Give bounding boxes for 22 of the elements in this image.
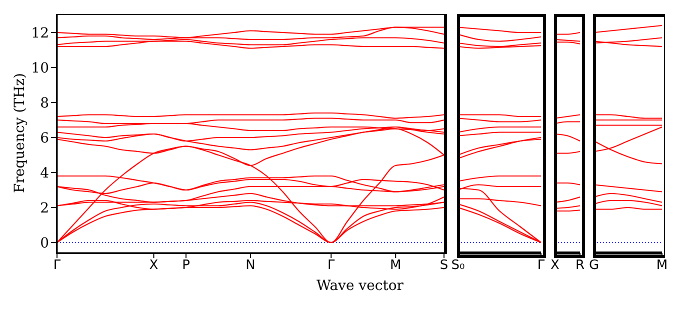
y-tick-label: 2 — [40, 200, 49, 216]
x-tick-label: S — [440, 258, 448, 274]
x-tick-label: P — [182, 258, 190, 274]
x-tick-label: X — [149, 258, 158, 274]
x-tick-label: N — [246, 258, 256, 274]
x-axis-title: Wave vector — [316, 278, 404, 294]
x-tick-label: R — [575, 258, 585, 274]
y-tick-label: 0 — [40, 235, 49, 252]
x-tick-label: Γ — [537, 258, 546, 274]
x-tick-label: M — [656, 258, 668, 274]
x-tick-label: X — [550, 258, 560, 274]
y-axis-title: Frequency (THz) — [12, 72, 28, 196]
y-tick-label: 6 — [40, 130, 50, 146]
y-tick-label: 10 — [31, 60, 49, 76]
y-tick-label: 12 — [31, 25, 49, 42]
x-tick-label: M — [390, 258, 402, 274]
y-tick-label: 8 — [40, 95, 49, 112]
x-tick-label: Γ — [53, 258, 62, 274]
x-tick-label: G — [588, 258, 600, 274]
y-tick-label: 4 — [40, 165, 50, 182]
x-tick-label: Γ — [328, 258, 336, 274]
x-tick-label: S₀ — [451, 258, 465, 274]
